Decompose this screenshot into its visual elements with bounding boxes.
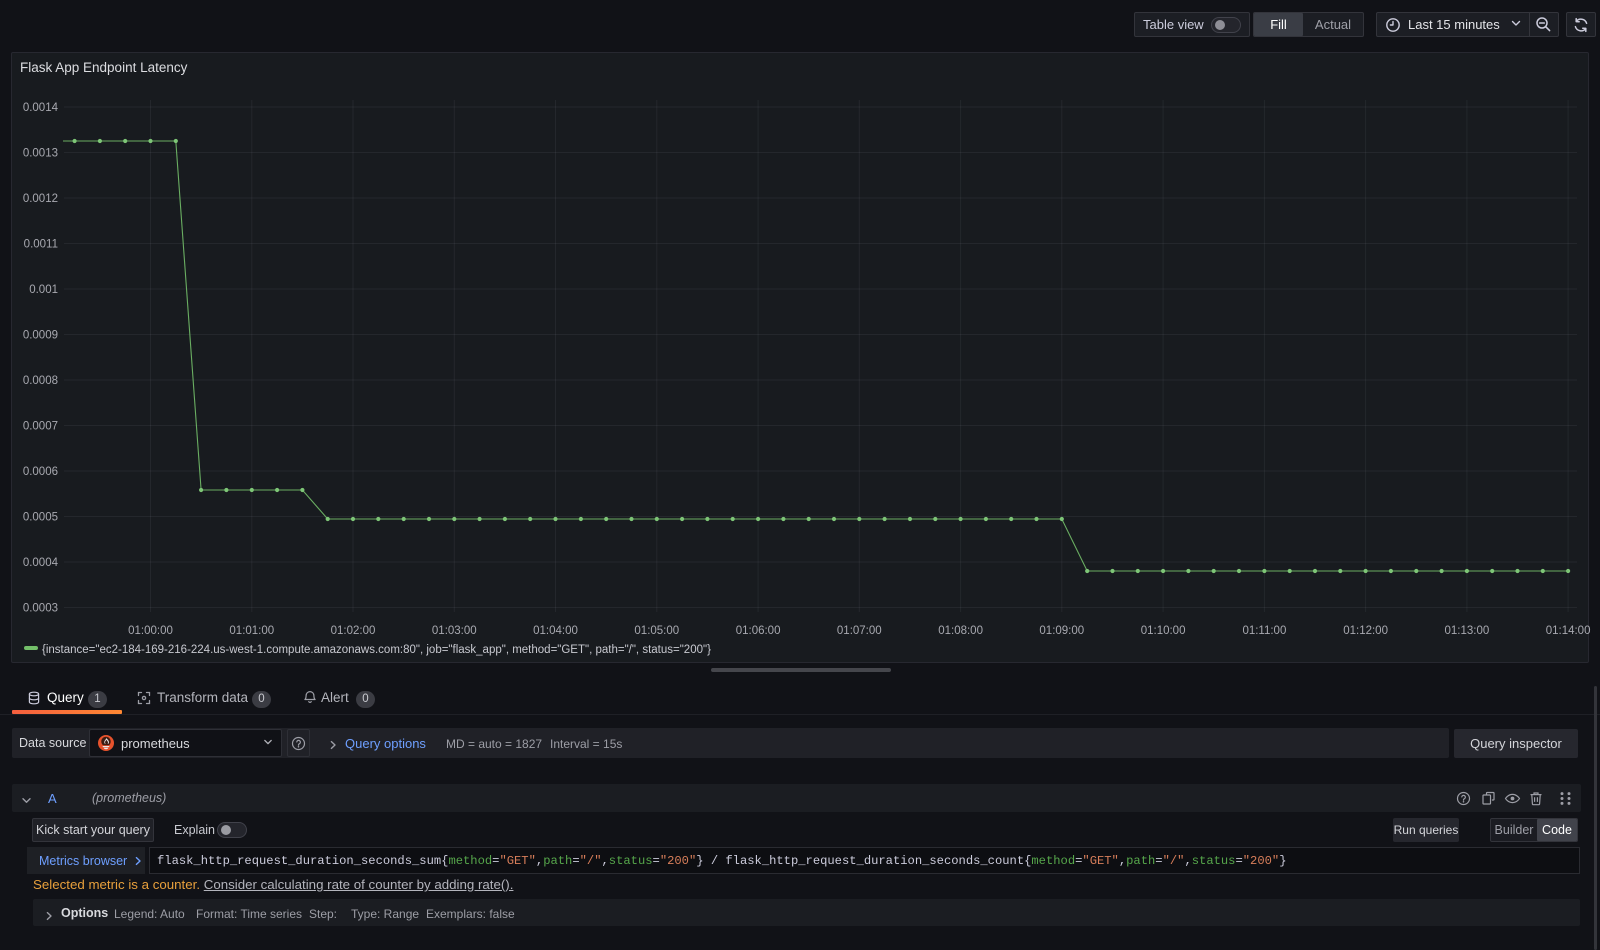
svg-text:01:01:00: 01:01:00: [229, 625, 274, 637]
svg-text:01:00:00: 01:00:00: [128, 625, 173, 637]
svg-text:01:07:00: 01:07:00: [837, 625, 882, 637]
svg-text:0.001: 0.001: [29, 284, 58, 296]
svg-text:01:03:00: 01:03:00: [432, 625, 477, 637]
svg-text:01:11:00: 01:11:00: [1242, 625, 1286, 637]
svg-text:0.0011: 0.0011: [24, 239, 58, 251]
svg-text:{instance="ec2-184-169-216-224: {instance="ec2-184-169-216-224.us-west-1…: [42, 644, 711, 656]
svg-text:01:09:00: 01:09:00: [1039, 625, 1084, 637]
svg-text:01:05:00: 01:05:00: [634, 625, 679, 637]
svg-text:01:13:00: 01:13:00: [1445, 625, 1490, 637]
svg-text:0.0013: 0.0013: [23, 148, 58, 160]
svg-text:01:02:00: 01:02:00: [331, 625, 376, 637]
svg-text:0.0005: 0.0005: [23, 512, 58, 524]
svg-text:0.0004: 0.0004: [23, 557, 59, 569]
svg-text:0.0014: 0.0014: [23, 102, 59, 114]
svg-text:01:04:00: 01:04:00: [533, 625, 578, 637]
svg-text:01:10:00: 01:10:00: [1141, 625, 1186, 637]
svg-text:0.0009: 0.0009: [23, 330, 58, 342]
svg-text:01:06:00: 01:06:00: [736, 625, 781, 637]
svg-text:0.0006: 0.0006: [23, 466, 58, 478]
svg-text:01:14:00: 01:14:00: [1546, 625, 1591, 637]
svg-text:0.0003: 0.0003: [23, 603, 58, 615]
svg-text:0.0012: 0.0012: [23, 193, 58, 205]
svg-text:01:08:00: 01:08:00: [938, 625, 983, 637]
svg-text:01:12:00: 01:12:00: [1343, 625, 1388, 637]
svg-text:0.0008: 0.0008: [23, 375, 58, 387]
svg-text:0.0007: 0.0007: [23, 421, 58, 433]
